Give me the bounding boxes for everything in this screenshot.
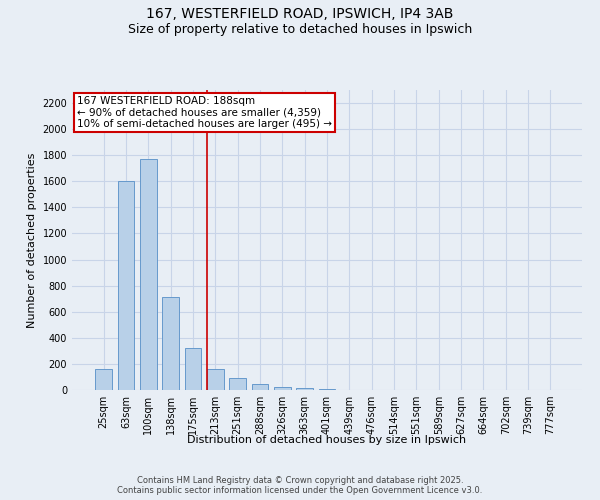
Bar bbox=[251, 384, 268, 390]
Bar bbox=[118, 182, 134, 390]
Y-axis label: Number of detached properties: Number of detached properties bbox=[27, 152, 37, 328]
Text: Size of property relative to detached houses in Ipswich: Size of property relative to detached ho… bbox=[128, 22, 472, 36]
Text: 167, WESTERFIELD ROAD, IPSWICH, IP4 3AB: 167, WESTERFIELD ROAD, IPSWICH, IP4 3AB bbox=[146, 8, 454, 22]
Text: 167 WESTERFIELD ROAD: 188sqm
← 90% of detached houses are smaller (4,359)
10% of: 167 WESTERFIELD ROAD: 188sqm ← 90% of de… bbox=[77, 96, 332, 129]
Bar bbox=[185, 348, 202, 390]
Bar bbox=[207, 369, 224, 390]
Bar bbox=[162, 298, 179, 390]
Bar bbox=[140, 159, 157, 390]
Bar bbox=[95, 369, 112, 390]
Bar bbox=[296, 388, 313, 390]
Bar bbox=[274, 388, 290, 390]
Text: Contains HM Land Registry data © Crown copyright and database right 2025.
Contai: Contains HM Land Registry data © Crown c… bbox=[118, 476, 482, 495]
Text: Distribution of detached houses by size in Ipswich: Distribution of detached houses by size … bbox=[187, 435, 467, 445]
Bar bbox=[229, 378, 246, 390]
